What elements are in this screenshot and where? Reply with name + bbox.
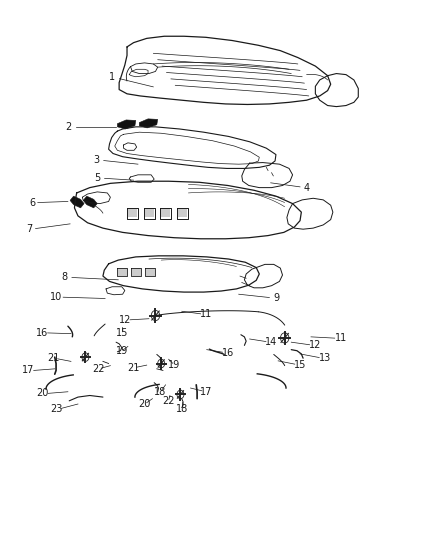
Polygon shape	[70, 196, 84, 208]
Text: 15: 15	[294, 360, 306, 370]
Text: 12: 12	[119, 315, 131, 325]
Text: 22: 22	[162, 396, 175, 406]
Polygon shape	[146, 268, 155, 276]
Text: 19: 19	[168, 360, 180, 369]
Text: 12: 12	[309, 341, 321, 350]
Text: 16: 16	[35, 328, 48, 337]
Polygon shape	[128, 209, 137, 217]
Text: 3: 3	[93, 155, 99, 165]
Text: 11: 11	[200, 310, 212, 319]
Text: 10: 10	[50, 292, 62, 302]
Text: 6: 6	[29, 198, 35, 207]
Text: 23: 23	[50, 405, 62, 414]
Text: 8: 8	[62, 272, 68, 282]
Text: 21: 21	[47, 353, 60, 363]
Text: 22: 22	[92, 364, 105, 374]
Text: 5: 5	[94, 173, 100, 183]
Polygon shape	[145, 209, 154, 217]
Text: 14: 14	[265, 337, 277, 347]
Text: 18: 18	[176, 404, 188, 414]
Text: 20: 20	[37, 389, 49, 398]
Text: 15: 15	[116, 328, 128, 338]
Polygon shape	[178, 209, 187, 217]
Text: 19: 19	[116, 346, 128, 356]
Text: 20: 20	[138, 399, 151, 409]
Polygon shape	[118, 268, 127, 276]
Text: 17: 17	[22, 366, 35, 375]
Polygon shape	[117, 120, 136, 129]
Text: 4: 4	[304, 183, 310, 193]
Text: 16: 16	[222, 348, 234, 358]
Text: 7: 7	[27, 224, 33, 234]
Text: 11: 11	[335, 334, 347, 343]
Text: 9: 9	[273, 294, 279, 303]
Text: 21: 21	[127, 363, 140, 373]
Polygon shape	[139, 119, 158, 128]
Text: 1: 1	[109, 72, 115, 82]
Polygon shape	[83, 196, 97, 208]
Text: 17: 17	[200, 387, 212, 397]
Polygon shape	[132, 268, 141, 276]
Text: 2: 2	[65, 122, 71, 132]
Text: 13: 13	[319, 353, 331, 363]
Polygon shape	[161, 209, 170, 217]
Text: 18: 18	[154, 387, 166, 397]
